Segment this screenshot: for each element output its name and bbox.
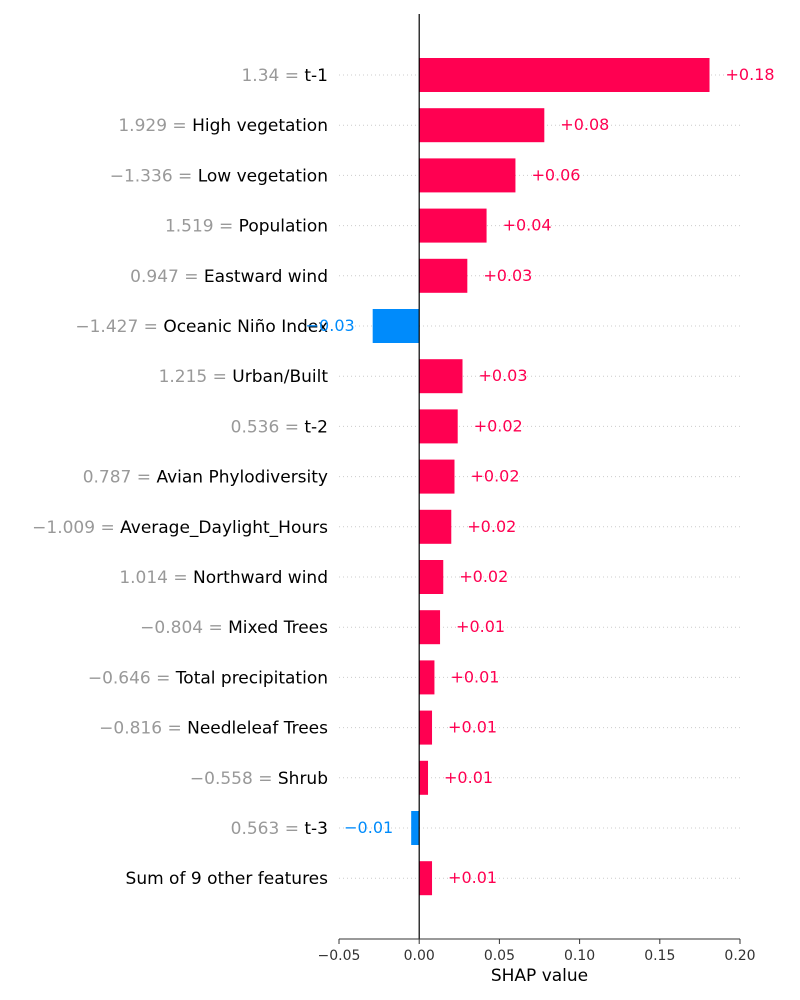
bar-value-label: +0.02 (459, 567, 508, 586)
bar (419, 359, 463, 394)
x-tick-label: 0.15 (644, 948, 675, 964)
feature-label: Sum of 9 other features (126, 869, 329, 889)
feature-name: t-2 (304, 417, 328, 437)
feature-name: Shrub (278, 769, 328, 789)
bar (419, 208, 487, 243)
bar-value-label: +0.01 (450, 667, 499, 686)
bar (419, 158, 516, 193)
bar-value-label: +0.18 (726, 65, 775, 84)
feature-value: 1.34 = (241, 66, 304, 86)
feature-value: −0.558 = (190, 769, 278, 789)
feature-name: t-3 (304, 819, 328, 839)
bar (419, 509, 452, 544)
x-tick-label: 0.00 (404, 948, 435, 964)
feature-value: −1.336 = (110, 166, 198, 186)
feature-name: Oceanic Niño Index (163, 317, 328, 337)
bar-value-label: −0.03 (306, 316, 355, 335)
feature-labels: 1.34 = t-1 1.929 = High vegetation −1.336 … (32, 66, 328, 889)
feature-label: −0.804 = Mixed Trees (140, 618, 328, 638)
x-tick-label: 0.10 (564, 948, 595, 964)
bar-value-label: +0.02 (470, 467, 519, 486)
feature-value: 1.519 = (165, 217, 239, 237)
bar (419, 660, 435, 695)
bar-value-label: −0.01 (344, 818, 393, 837)
feature-label: 1.014 = Northward wind (119, 568, 328, 588)
bar-value-label: +0.01 (444, 768, 493, 787)
feature-label: −1.009 = Average_Daylight_Hours (32, 518, 328, 538)
feature-label: −0.558 = Shrub (190, 769, 328, 789)
feature-value: 0.536 = (231, 417, 305, 437)
feature-value: −1.427 = (75, 317, 163, 337)
x-tick-label: −0.05 (318, 948, 361, 964)
row-guides (339, 74, 740, 879)
bar (419, 409, 458, 444)
feature-label: 0.947 = Eastward wind (130, 267, 328, 287)
feature-label: 1.215 = Urban/Built (159, 367, 329, 387)
feature-name: Population (239, 217, 328, 237)
feature-name: Low vegetation (198, 166, 328, 186)
feature-name: Total precipitation (175, 668, 328, 688)
feature-label: −0.646 = Total precipitation (88, 668, 328, 688)
bar (372, 309, 420, 343)
bars (372, 58, 710, 896)
feature-name: Average_Daylight_Hours (120, 518, 328, 538)
bar-value-label: +0.01 (448, 868, 497, 887)
bar (411, 811, 420, 845)
bar-value-label: +0.02 (467, 517, 516, 536)
x-tick-label: 0.05 (484, 948, 515, 964)
feature-name: Sum of 9 other features (126, 869, 329, 889)
feature-label: 1.929 = High vegetation (118, 116, 328, 136)
feature-value: 0.563 = (231, 819, 305, 839)
feature-value: 1.215 = (159, 367, 233, 387)
bar-value-label: +0.06 (531, 165, 580, 184)
feature-value: −0.816 = (99, 719, 187, 739)
bar (419, 459, 455, 494)
bar-value-label: +0.03 (483, 266, 532, 285)
feature-value: −0.804 = (140, 618, 228, 638)
bar-value-label: +0.03 (479, 366, 528, 385)
bar-value-label: +0.08 (560, 115, 609, 134)
feature-name: Eastward wind (204, 267, 328, 287)
bar (419, 560, 444, 594)
bar-value-label: +0.04 (503, 216, 552, 235)
feature-name: t-1 (304, 66, 328, 86)
bar (419, 760, 429, 795)
feature-value: 0.787 = (83, 468, 157, 488)
bar (419, 258, 468, 293)
feature-label: −1.336 = Low vegetation (110, 166, 328, 186)
feature-name: Avian Phylodiversity (156, 468, 328, 488)
feature-label: 0.563 = t-3 (231, 819, 328, 839)
x-tick-label: 0.20 (724, 948, 755, 964)
feature-name: Mixed Trees (228, 618, 328, 638)
feature-value: 0.947 = (130, 267, 204, 287)
bar-value-labels: +0.18 +0.08 +0.06 +0.04 +0.03 −0.03 +0.03 +0.02… (306, 65, 775, 887)
bar (419, 610, 441, 645)
bar (419, 58, 710, 92)
feature-label: 0.536 = t-2 (231, 417, 328, 437)
feature-value: −0.646 = (88, 668, 176, 688)
bar-value-label: +0.02 (474, 416, 523, 435)
feature-label: 0.787 = Avian Phylodiversity (83, 468, 328, 488)
bar-value-label: +0.01 (456, 617, 505, 636)
bar (419, 108, 545, 143)
feature-label: 1.34 = t-1 (241, 66, 328, 86)
feature-value: 1.929 = (118, 116, 192, 136)
feature-value: 1.014 = (119, 568, 193, 588)
feature-label: 1.519 = Population (165, 217, 328, 237)
feature-name: Needleleaf Trees (187, 719, 328, 739)
feature-name: Urban/Built (232, 367, 328, 387)
feature-name: High vegetation (192, 116, 328, 136)
feature-label: −0.816 = Needleleaf Trees (99, 719, 328, 739)
bar-value-label: +0.01 (448, 718, 497, 737)
bar (419, 710, 433, 745)
bar (419, 861, 433, 896)
feature-name: Northward wind (193, 568, 328, 588)
x-axis-title: SHAP value (491, 966, 588, 986)
feature-label: −1.427 = Oceanic Niño Index (75, 317, 328, 337)
x-axis: −0.05 0.00 0.05 0.10 0.15 0.20 (318, 938, 756, 964)
feature-value: −1.009 = (32, 518, 120, 538)
